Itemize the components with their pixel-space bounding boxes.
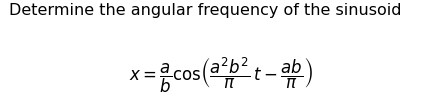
Text: Determine the angular frequency of the sinusoid: Determine the angular frequency of the s… bbox=[9, 3, 401, 18]
Text: $x = \dfrac{a}{b}\cos\!\left(\dfrac{a^2b^2}{\pi}\,t - \dfrac{ab}{\pi}\right)$: $x = \dfrac{a}{b}\cos\!\left(\dfrac{a^2b… bbox=[129, 56, 313, 95]
